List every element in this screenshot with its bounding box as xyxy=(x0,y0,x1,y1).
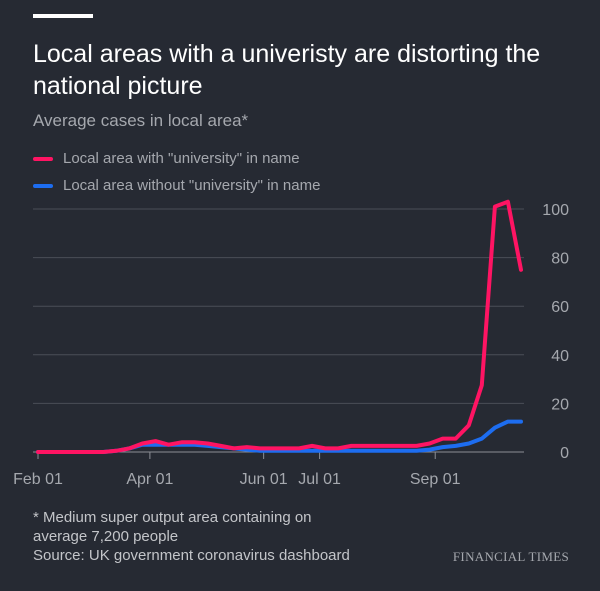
y-tick-label-80: 80 xyxy=(551,251,569,268)
chart-title: Local areas with a univeristy are distor… xyxy=(33,40,541,100)
footnote-line-1: * Medium super output area containing on xyxy=(33,509,312,526)
legend: Local area with "university" in name Loc… xyxy=(33,145,320,199)
legend-label-non-university: Local area without "university" in name xyxy=(63,177,321,194)
footnote-line-2: average 7,200 people xyxy=(33,528,179,545)
y-tick-label-20: 20 xyxy=(551,396,569,413)
legend-label-university: Local area with "university" in name xyxy=(63,150,300,167)
legend-swatch-non-university xyxy=(33,183,53,188)
x-tick-label-4: Sep 01 xyxy=(410,471,461,488)
legend-item-non-university: Local area without "university" in name xyxy=(33,172,320,199)
chart-subtitle: Average cases in local area* xyxy=(33,111,249,130)
x-tick-label-1: Apr 01 xyxy=(126,471,173,488)
x-tick-label-3: Jul 01 xyxy=(298,471,341,488)
y-tick-label-60: 60 xyxy=(551,299,569,316)
brand-logo-text: FINANCIAL TIMES xyxy=(452,549,569,564)
x-tick-label-2: Jun 01 xyxy=(240,471,288,488)
legend-item-university: Local area with "university" in name xyxy=(33,145,320,172)
footnote: * Medium super output area containing on… xyxy=(33,508,413,565)
top-rule xyxy=(33,14,93,18)
y-tick-label-40: 40 xyxy=(551,348,569,365)
y-tick-label-0: 0 xyxy=(560,445,569,462)
legend-swatch-university xyxy=(33,156,53,161)
series-line-university xyxy=(36,199,523,454)
source-line: Source: UK government coronavirus dashbo… xyxy=(33,547,350,564)
x-tick-label-0: Feb 01 xyxy=(13,471,63,488)
y-tick-label-100: 100 xyxy=(542,202,569,219)
